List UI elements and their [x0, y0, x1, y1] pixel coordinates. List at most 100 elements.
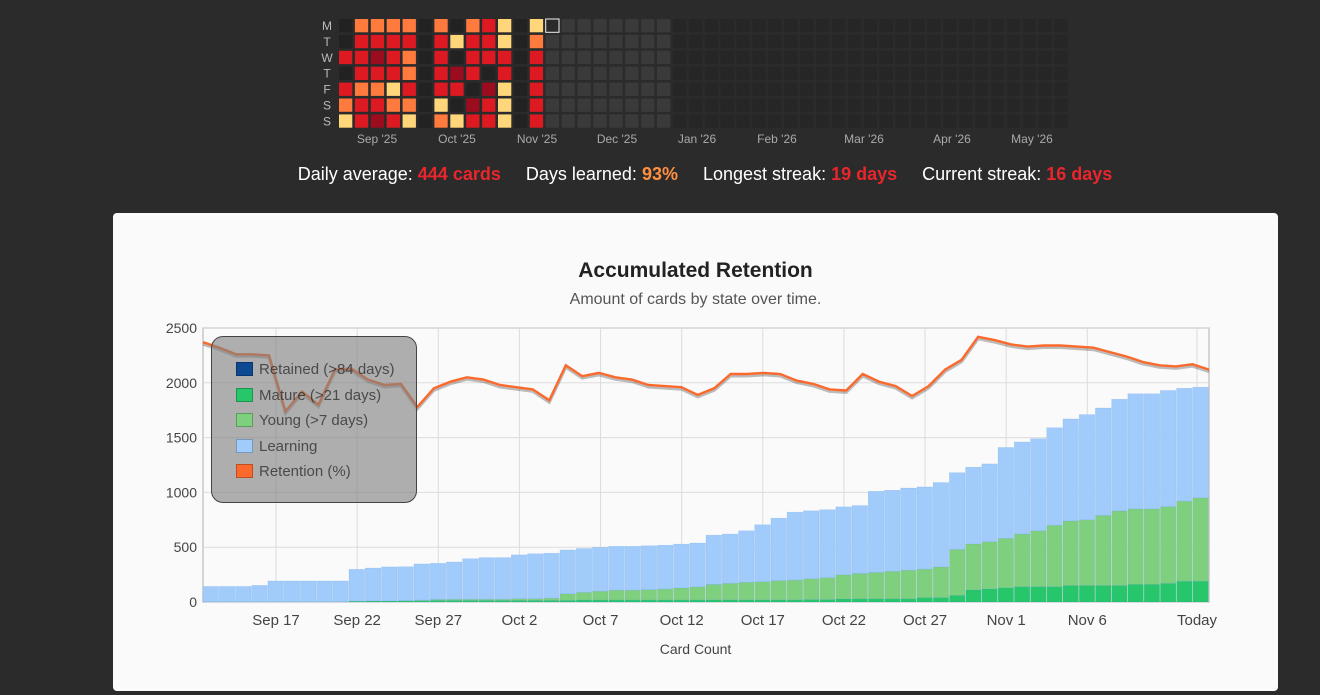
- heatmap-cell[interactable]: [895, 34, 909, 49]
- bar-segment[interactable]: [916, 486, 933, 570]
- heatmap-cell[interactable]: [641, 50, 655, 65]
- heatmap-cell[interactable]: [1022, 82, 1036, 96]
- heatmap-cell[interactable]: [498, 98, 512, 112]
- heatmap-cell[interactable]: [895, 82, 909, 96]
- heatmap-cell[interactable]: [498, 19, 512, 33]
- heatmap-cell[interactable]: [863, 19, 877, 33]
- heatmap-cell[interactable]: [975, 34, 989, 49]
- heatmap-cell[interactable]: [943, 82, 957, 96]
- heatmap-cell[interactable]: [736, 82, 750, 96]
- bar-segment[interactable]: [803, 510, 820, 580]
- heatmap-cell[interactable]: [545, 66, 559, 80]
- bar-segment[interactable]: [932, 566, 950, 598]
- heatmap-cell[interactable]: [498, 114, 512, 128]
- bar-segment[interactable]: [1078, 414, 1096, 521]
- heatmap-cell[interactable]: [609, 114, 623, 128]
- heatmap-cell[interactable]: [339, 50, 353, 65]
- heatmap-cell[interactable]: [577, 19, 591, 33]
- bar-segment[interactable]: [1192, 386, 1209, 499]
- heatmap-cell[interactable]: [895, 114, 909, 128]
- heatmap-cell[interactable]: [975, 19, 989, 33]
- heatmap-cell[interactable]: [1006, 98, 1021, 112]
- heatmap-cell[interactable]: [847, 19, 862, 33]
- bar-segment[interactable]: [738, 582, 755, 601]
- bar-segment[interactable]: [1160, 390, 1177, 507]
- heatmap-cell[interactable]: [752, 66, 766, 80]
- bar-segment[interactable]: [1143, 584, 1160, 603]
- heatmap-cell[interactable]: [657, 114, 671, 128]
- heatmap-cell[interactable]: [895, 50, 909, 65]
- heatmap-cell[interactable]: [927, 50, 941, 65]
- heatmap-cell[interactable]: [784, 82, 798, 96]
- heatmap-cell[interactable]: [657, 98, 671, 112]
- heatmap-cell[interactable]: [816, 66, 830, 80]
- bar-segment[interactable]: [786, 579, 804, 601]
- heatmap-cell[interactable]: [704, 34, 718, 49]
- heatmap-cell[interactable]: [1038, 82, 1052, 96]
- heatmap-cell[interactable]: [609, 98, 623, 112]
- heatmap-cell[interactable]: [482, 19, 496, 33]
- heatmap-cell[interactable]: [847, 98, 862, 112]
- bar-segment[interactable]: [981, 463, 998, 542]
- heatmap-cell[interactable]: [990, 98, 1005, 112]
- bar-segment[interactable]: [608, 599, 625, 603]
- heatmap-cell[interactable]: [641, 66, 655, 80]
- heatmap-cell[interactable]: [911, 34, 925, 49]
- heatmap-cell[interactable]: [577, 114, 591, 128]
- bar-segment[interactable]: [608, 589, 625, 601]
- heatmap-cell[interactable]: [879, 66, 893, 80]
- legend-item[interactable]: Learning: [236, 438, 317, 456]
- bar-segment[interactable]: [494, 557, 511, 600]
- heatmap-cell[interactable]: [609, 66, 623, 80]
- bar-segment[interactable]: [949, 595, 966, 603]
- bar-segment[interactable]: [1030, 530, 1047, 587]
- heatmap-cell[interactable]: [577, 50, 591, 65]
- heatmap-cell[interactable]: [720, 114, 734, 128]
- heatmap-cell[interactable]: [625, 82, 639, 96]
- heatmap-cell[interactable]: [402, 34, 416, 49]
- heatmap-cell[interactable]: [831, 19, 846, 33]
- heatmap-cell[interactable]: [434, 98, 448, 112]
- bar-segment[interactable]: [592, 591, 609, 601]
- bar-segment[interactable]: [900, 569, 917, 599]
- heatmap-cell[interactable]: [863, 82, 877, 96]
- heatmap-cell[interactable]: [863, 114, 877, 128]
- heatmap-cell[interactable]: [625, 34, 639, 49]
- heatmap-cell[interactable]: [831, 66, 846, 80]
- heatmap-cell[interactable]: [466, 66, 480, 80]
- heatmap-cell[interactable]: [561, 34, 575, 49]
- heatmap-cell[interactable]: [641, 34, 655, 49]
- heatmap-cell[interactable]: [466, 50, 480, 65]
- bar-segment[interactable]: [721, 533, 739, 584]
- bar-segment[interactable]: [332, 580, 349, 603]
- heatmap-cell[interactable]: [990, 50, 1005, 65]
- heatmap-cell[interactable]: [704, 19, 718, 33]
- heatmap-cell[interactable]: [466, 82, 480, 96]
- heatmap-cell[interactable]: [990, 34, 1005, 49]
- heatmap-cell[interactable]: [577, 34, 591, 49]
- heatmap-cell[interactable]: [657, 50, 671, 65]
- heatmap-cell[interactable]: [784, 98, 798, 112]
- heatmap-cell[interactable]: [561, 66, 575, 80]
- heatmap-cell[interactable]: [1038, 19, 1052, 33]
- heatmap-cell[interactable]: [784, 114, 798, 128]
- bar-segment[interactable]: [1192, 497, 1209, 582]
- bar-segment[interactable]: [770, 580, 787, 601]
- heatmap-cell[interactable]: [800, 114, 814, 128]
- bar-segment[interactable]: [1030, 586, 1047, 603]
- heatmap-cell[interactable]: [450, 66, 464, 80]
- heatmap-cell[interactable]: [1006, 114, 1021, 128]
- heatmap-cell[interactable]: [386, 50, 400, 65]
- heatmap-cell[interactable]: [816, 98, 830, 112]
- heatmap-cell[interactable]: [625, 114, 639, 128]
- bar-segment[interactable]: [965, 466, 982, 545]
- bar-segment[interactable]: [949, 472, 966, 550]
- heatmap-cell[interactable]: [402, 66, 416, 80]
- heatmap-cell[interactable]: [863, 66, 877, 80]
- bar-segment[interactable]: [478, 557, 495, 600]
- heatmap-cell[interactable]: [545, 50, 559, 65]
- heatmap-cell[interactable]: [561, 98, 575, 112]
- heatmap-cell[interactable]: [943, 98, 957, 112]
- heatmap-cell[interactable]: [625, 19, 639, 33]
- bar-segment[interactable]: [884, 598, 901, 603]
